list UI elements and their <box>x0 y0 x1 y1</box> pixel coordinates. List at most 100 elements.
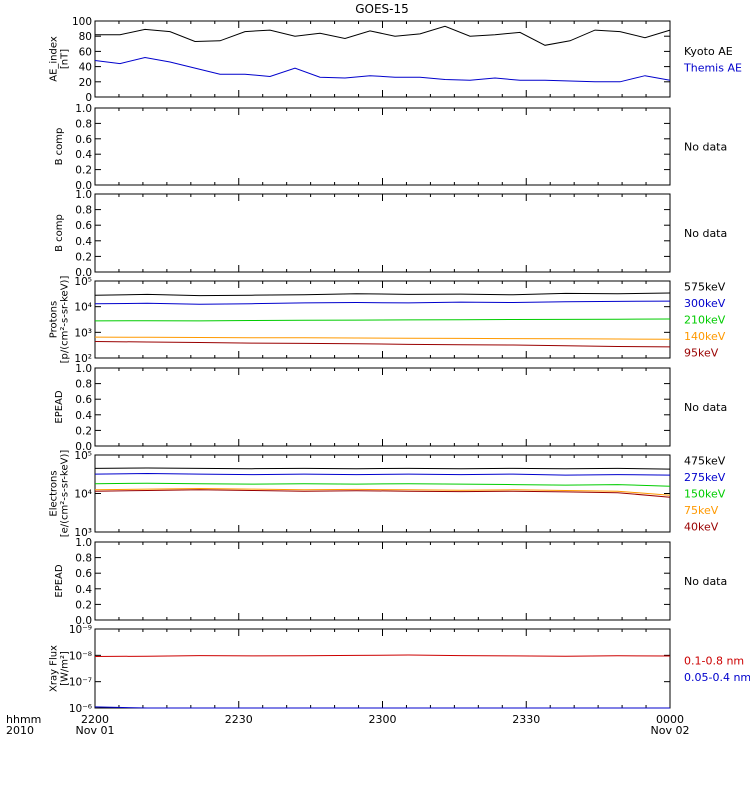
no-data-label: No data <box>684 401 727 414</box>
panel-electrons: 10³ 10⁴ 10⁵ Electrons [e/(cm²-s-sr-keV)] 475k… <box>49 450 726 539</box>
time-tick-label: 2200 <box>81 713 109 726</box>
time-axis-corner-label: 2010 <box>6 724 34 737</box>
y-tick-label: 0.0 <box>75 615 92 627</box>
legend-entry: 300keV <box>684 297 726 310</box>
legend-entry: 140keV <box>684 330 726 343</box>
series-line-210keV <box>94 318 671 322</box>
y-axis-label: Xray Flux <box>49 645 60 692</box>
y-tick-label: 0.6 <box>75 568 92 580</box>
y-tick-label: 60 <box>79 46 92 58</box>
time-tick-date: Nov 02 <box>651 724 690 737</box>
y-tick-label: 0.4 <box>75 149 92 161</box>
panel-epead-1: 0.0 0.2 0.4 0.6 0.8 1.0 EPEAD No data <box>54 363 727 453</box>
y-axis-label: EPEAD <box>54 390 65 424</box>
legend-entry: 150keV <box>684 488 726 501</box>
panel-frame <box>94 454 671 533</box>
no-data-label: No data <box>684 141 727 154</box>
time-tick-label: 2330 <box>512 713 540 726</box>
series-line-475keV <box>94 467 671 470</box>
panel-b-comp-1: 0.0 0.2 0.4 0.6 0.8 1.0 B comp No data <box>54 103 727 192</box>
series-line-40keV <box>94 489 671 498</box>
y-tick-label: 0.8 <box>75 118 92 130</box>
series-line-300keV <box>94 300 671 305</box>
y-tick-label: 10⁻⁶ <box>69 703 92 715</box>
y-tick-label: 0.4 <box>75 410 92 422</box>
y-tick-label: 10⁵ <box>74 450 92 462</box>
y-tick-label: 0.8 <box>75 205 92 217</box>
y-axis-label: B comp <box>54 128 65 166</box>
y-axis-label: Protons <box>49 301 60 338</box>
legend-entry: 475keV <box>684 455 726 468</box>
series-line-140keV <box>94 336 671 340</box>
y-tick-label: 1.0 <box>75 189 92 201</box>
series-line-Kyoto AE <box>95 25 671 46</box>
y-tick-label: 0.4 <box>75 584 92 596</box>
panel-frame <box>94 107 671 186</box>
series-line-Themis AE <box>94 56 671 83</box>
y-tick-label: 10⁻⁹ <box>69 624 92 636</box>
y-tick-label: 0.2 <box>75 251 92 263</box>
time-tick-label: 0000 <box>656 713 684 726</box>
series-line-150keV <box>94 482 671 487</box>
y-tick-label: 0.0 <box>75 180 92 192</box>
y-tick-label: 10⁴ <box>74 302 92 314</box>
y-tick-label: 1.0 <box>75 363 92 375</box>
panels: 0 20 40 60 80 100 AE_index [nT] Kyoto AE Themis A… <box>49 16 750 715</box>
legend-entry: Themis AE <box>683 61 742 74</box>
legend-entry: 210keV <box>684 314 726 327</box>
y-tick-label: 0.2 <box>75 599 92 611</box>
y-tick-label: 10⁻⁸ <box>69 650 92 662</box>
legend-entry: 75keV <box>684 504 719 517</box>
series-line-95keV <box>94 341 671 348</box>
y-tick-label: 0.6 <box>75 134 92 146</box>
y-tick-label: 0.4 <box>75 236 92 248</box>
panel-ae: 0 20 40 60 80 100 AE_index [nT] Kyoto AE Themis A… <box>49 16 742 104</box>
y-tick-label: 0.6 <box>75 394 92 406</box>
panel-frame <box>94 20 671 98</box>
legend-entry: 0.1-0.8 nm <box>684 654 744 667</box>
y-tick-label: 0.2 <box>75 425 92 437</box>
y-tick-label: 20 <box>79 77 92 89</box>
y-axis-label: [e/(cm²-s-sr-keV)] <box>60 450 71 538</box>
no-data-label: No data <box>684 227 727 240</box>
y-tick-label: 0.0 <box>75 441 92 453</box>
y-axis-label: B comp <box>54 214 65 252</box>
series-line-75keV <box>94 487 671 496</box>
y-tick-label: 10² <box>74 353 92 365</box>
y-tick-label: 40 <box>79 62 92 74</box>
no-data-label: No data <box>684 575 727 588</box>
panel-xray: 10⁻⁹ 10⁻⁸ 10⁻⁷ 10⁻⁶ Xray Flux [W/m²] 0.1-0.8 n… <box>49 624 750 715</box>
y-tick-label: 10⁻⁷ <box>69 677 92 689</box>
y-tick-label: 0.2 <box>75 165 92 177</box>
y-tick-label: 10⁴ <box>74 489 92 501</box>
time-tick-label: 2300 <box>369 713 397 726</box>
chart-title: GOES-15 <box>355 2 409 16</box>
panel-protons: 10² 10³ 10⁴ 10⁵ Protons [p/(cm²-s-sr-keV)] 575… <box>49 276 726 365</box>
time-tick-date: Nov 01 <box>76 724 115 737</box>
y-tick-label: 80 <box>79 31 92 43</box>
panel-frame <box>94 193 671 273</box>
y-tick-label: 10⁵ <box>74 276 92 288</box>
series-line-275keV <box>94 472 671 476</box>
y-tick-label: 0.8 <box>75 379 92 391</box>
series-line-0.05-0.4 nm <box>94 706 670 709</box>
y-axis-label: EPEAD <box>54 564 65 598</box>
legend-entry: Kyoto AE <box>684 45 733 58</box>
panel-frame <box>94 628 671 709</box>
y-axis-label: Electrons <box>49 470 60 516</box>
panel-frame <box>94 541 671 621</box>
y-tick-label: 10³ <box>74 527 92 539</box>
time-axis-corner-label: hhmm <box>6 713 41 726</box>
y-tick-label: 0.6 <box>75 220 92 232</box>
y-axis-label: [nT] <box>60 49 71 69</box>
y-axis-label: AE_index <box>49 36 60 82</box>
legend-entry: 275keV <box>684 471 726 484</box>
y-axis-label: [W/m²] <box>60 651 71 686</box>
panel-b-comp-2: 0.0 0.2 0.4 0.6 0.8 1.0 B comp No data <box>54 189 727 279</box>
series-line-575keV <box>94 292 671 297</box>
y-tick-label: 0 <box>85 92 92 104</box>
series-line-0.1-0.8 nm <box>94 654 671 657</box>
legend-entry: 95keV <box>684 347 719 360</box>
